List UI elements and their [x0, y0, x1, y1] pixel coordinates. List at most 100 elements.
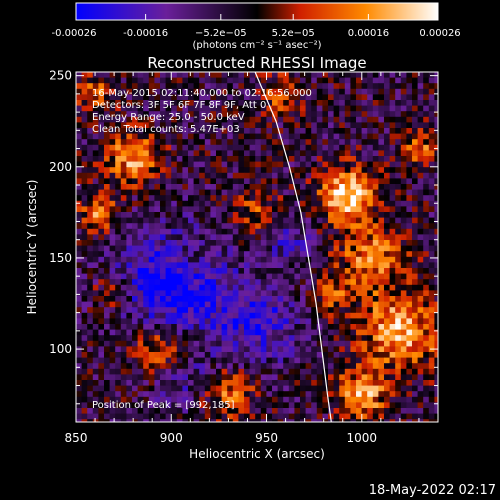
heatmap-cell	[344, 105, 351, 112]
heatmap-cell	[372, 167, 379, 174]
heatmap-cell	[132, 234, 138, 241]
heatmap-cell	[92, 77, 99, 84]
heatmap-cell	[406, 189, 413, 196]
heatmap-cell	[412, 234, 418, 241]
heatmap-cell	[266, 212, 273, 218]
heatmap-cell	[188, 150, 194, 157]
heatmap-cell	[98, 301, 105, 308]
heatmap-cell	[76, 228, 82, 235]
heatmap-cell	[171, 374, 178, 381]
heatmap-cell	[126, 156, 133, 162]
heatmap-cell	[423, 150, 430, 157]
heatmap-cell	[216, 156, 222, 162]
heatmap-cell	[221, 346, 228, 353]
heatmap-cell	[120, 251, 127, 258]
heatmap-cell	[367, 240, 374, 246]
heatmap-cell	[238, 329, 245, 336]
heatmap-cell	[171, 206, 178, 213]
heatmap-cell	[154, 262, 161, 269]
heatmap-cell	[356, 88, 362, 95]
heatmap-cell	[300, 77, 306, 84]
heatmap-cell	[137, 88, 144, 95]
heatmap-cell	[193, 273, 200, 280]
heatmap-cell	[132, 352, 138, 358]
heatmap-cell	[423, 128, 430, 134]
heatmap-cell	[361, 116, 368, 123]
heatmap-cell	[316, 352, 323, 358]
heatmap-cell	[204, 206, 211, 213]
heatmap-cell	[378, 116, 385, 123]
heatmap-cell	[176, 368, 183, 375]
heatmap-cell	[120, 195, 127, 202]
heatmap-cell	[406, 324, 413, 330]
heatmap-cell	[238, 72, 245, 78]
heatmap-cell	[232, 189, 239, 196]
heatmap-cell	[92, 307, 99, 314]
heatmap-cell	[148, 368, 155, 375]
heatmap-cell	[333, 324, 340, 330]
heatmap-cell	[344, 144, 351, 151]
heatmap-cell	[395, 279, 402, 286]
heatmap-cell	[137, 105, 144, 112]
heatmap-cell	[288, 340, 295, 347]
heatmap-cell	[176, 279, 183, 286]
heatmap-cell	[216, 88, 222, 95]
heatmap-cell	[154, 184, 161, 190]
heatmap-cell	[137, 273, 144, 280]
heatmap-cell	[137, 408, 144, 414]
heatmap-cell	[104, 156, 110, 162]
heatmap-cell	[356, 346, 362, 353]
heatmap-cell	[367, 251, 374, 258]
heatmap-cell	[115, 296, 122, 302]
heatmap-cell	[109, 223, 116, 230]
heatmap-cell	[372, 206, 379, 213]
heatmap-cell	[361, 228, 368, 235]
heatmap-cell	[227, 189, 234, 196]
heatmap-cell	[361, 184, 368, 190]
heatmap-cell	[210, 329, 217, 336]
heatmap-cell	[339, 234, 346, 241]
heatmap-cell	[412, 296, 418, 302]
heatmap-cell	[378, 307, 385, 314]
heatmap-cell	[255, 284, 262, 291]
heatmap-cell	[300, 352, 306, 358]
heatmap-cell	[333, 256, 340, 263]
heatmap-cell	[238, 419, 245, 422]
heatmap-cell	[384, 368, 390, 375]
heatmap-cell	[356, 172, 362, 179]
heatmap-cell	[232, 273, 239, 280]
heatmap-cell	[300, 363, 306, 370]
heatmap-cell	[361, 100, 368, 106]
heatmap-cell	[92, 144, 99, 151]
heatmap-cell	[76, 380, 82, 386]
heatmap-cell	[204, 228, 211, 235]
heatmap-cell	[406, 408, 413, 414]
heatmap-cell	[115, 368, 122, 375]
heatmap-cell	[288, 94, 295, 101]
heatmap-cell	[244, 116, 250, 123]
heatmap-cell	[210, 340, 217, 347]
heatmap-cell	[176, 195, 183, 202]
heatmap-cell	[300, 167, 306, 174]
heatmap-cell	[339, 413, 346, 420]
heatmap-cell	[367, 363, 374, 370]
heatmap-cell	[417, 324, 424, 330]
heatmap-cell	[120, 324, 127, 330]
heatmap-cell	[294, 128, 301, 134]
heatmap-cell	[227, 318, 234, 325]
heatmap-cell	[199, 167, 206, 174]
heatmap-cell	[115, 380, 122, 386]
heatmap-cell	[260, 368, 267, 375]
heatmap-cell	[232, 144, 239, 151]
heatmap-cell	[328, 296, 334, 302]
heatmap-cell	[316, 368, 323, 375]
heatmap-cell	[395, 116, 402, 123]
heatmap-cell	[305, 139, 312, 146]
heatmap-cell	[148, 312, 155, 319]
heatmap-cell	[132, 408, 138, 414]
heatmap-cell	[333, 83, 340, 90]
heatmap-cell	[199, 324, 206, 330]
heatmap-cell	[372, 144, 379, 151]
heatmap-cell	[137, 402, 144, 409]
heatmap-cell	[115, 262, 122, 269]
